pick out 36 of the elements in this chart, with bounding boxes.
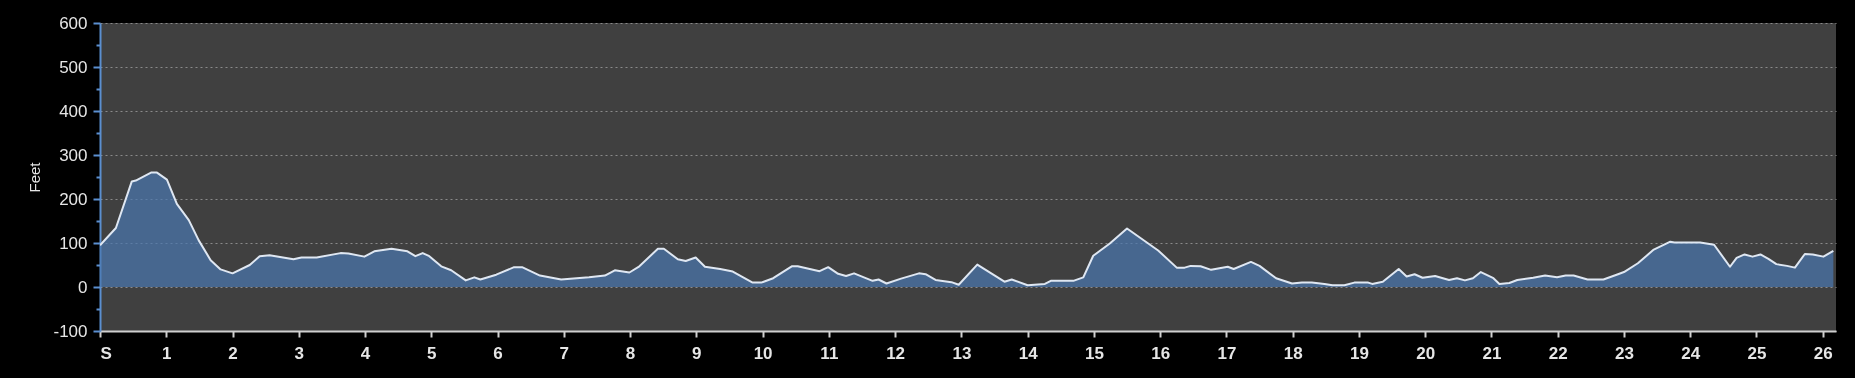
y-tick-label: 0 — [78, 277, 88, 297]
y-tick-label: 200 — [59, 189, 88, 209]
x-tick-label: 18 — [1283, 343, 1303, 363]
x-tick-label: 9 — [692, 343, 702, 363]
x-tick-label: 16 — [1151, 343, 1171, 363]
x-tick-label: 14 — [1018, 343, 1039, 363]
x-tick-label: 25 — [1747, 343, 1767, 363]
x-tick-label: 22 — [1548, 343, 1568, 363]
x-tick-label: 12 — [886, 343, 906, 363]
y-tick-label: 600 — [59, 13, 88, 33]
y-axis-title: Feet — [26, 161, 44, 193]
x-tick-label: 19 — [1349, 343, 1369, 363]
x-tick-label: 2 — [228, 343, 238, 363]
x-tick-label: 8 — [625, 343, 636, 363]
x-tick-label: 1 — [162, 343, 172, 363]
x-tick-label: 24 — [1681, 343, 1701, 363]
x-tick-label: 5 — [427, 343, 437, 363]
x-tick-label: S — [100, 343, 112, 363]
x-tick-label: 10 — [753, 343, 773, 363]
x-tick-label: 13 — [952, 343, 972, 363]
x-tick-label: 17 — [1217, 343, 1237, 363]
x-tick-label: 3 — [294, 343, 305, 363]
x-tick-label: 6 — [493, 343, 503, 363]
y-tick-label: 400 — [59, 101, 88, 121]
x-tick-label: 21 — [1482, 343, 1502, 363]
x-tick-label: 23 — [1615, 343, 1634, 363]
x-tick-label: 15 — [1084, 343, 1104, 363]
x-tick-label: 20 — [1416, 343, 1436, 363]
y-tick-label: 100 — [59, 233, 88, 253]
x-tick-label: 26 — [1813, 343, 1833, 363]
y-tick-label: 300 — [59, 145, 88, 165]
x-tick-label: 4 — [360, 343, 371, 363]
x-tick-label: 11 — [820, 343, 839, 363]
x-tick-label: 7 — [559, 343, 570, 363]
y-tick-label: -100 — [53, 321, 88, 341]
y-tick-label: 500 — [59, 57, 88, 77]
